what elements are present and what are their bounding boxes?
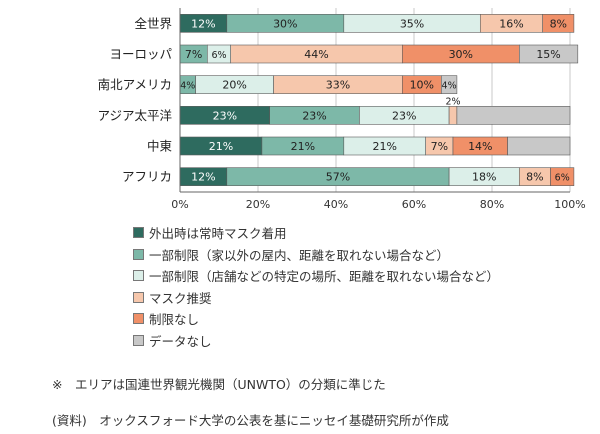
legend-swatch <box>133 291 144 303</box>
category-label: ヨーロッパ <box>109 47 172 62</box>
legend-swatch <box>133 334 144 346</box>
data-label: 6% <box>211 50 226 61</box>
bar-segment <box>507 136 571 156</box>
x-tick-label: 100% <box>554 198 585 211</box>
data-label: 4% <box>442 81 457 92</box>
data-label: 7% <box>431 140 448 153</box>
data-label: 8% <box>550 17 567 30</box>
x-tick-label: 80% <box>480 198 504 211</box>
source-note: (資料) オックスフォード大学の公表を基にニッセイ基礎研究所が作成 <box>52 413 449 428</box>
data-label: 15% <box>536 48 560 61</box>
bar-segment <box>550 167 575 186</box>
legend-swatch <box>133 248 144 260</box>
legend-swatch <box>133 227 144 239</box>
bar-segment <box>448 106 458 125</box>
bar-segment <box>518 44 579 64</box>
data-label: 44% <box>304 48 328 61</box>
category-label: 全世界 <box>134 16 172 31</box>
data-label: 16% <box>499 17 523 30</box>
legend-label: 一部制限（店舗などの特定の場所、距離を取れない場合など） <box>149 269 500 285</box>
legend-swatch <box>133 313 144 325</box>
bar-segment <box>456 106 571 125</box>
category-label: 南北アメリカ <box>98 77 172 92</box>
legend: 外出時は常時マスク着用 一部制限（家以外の屋内、距離を取れない場合など） 一部制… <box>133 222 499 351</box>
legend-item: 一部制限（店舗などの特定の場所、距離を取れない場合など） <box>133 265 499 287</box>
data-label: 8% <box>526 171 543 184</box>
category-label: 中東 <box>147 139 173 154</box>
data-label: 21% <box>209 140 233 153</box>
data-label: 10% <box>410 79 434 92</box>
category-label: アフリカ <box>122 169 172 184</box>
data-label: 23% <box>213 109 237 122</box>
legend-item: 外出時は常時マスク着用 <box>133 222 499 244</box>
data-label: 12% <box>191 171 215 184</box>
bar-segment <box>542 14 575 33</box>
data-label: 35% <box>400 17 424 30</box>
legend-item: 制限なし <box>133 308 499 330</box>
legend-item: マスク推奨 <box>133 287 499 309</box>
data-label: 57% <box>326 171 350 184</box>
data-label: 6% <box>555 173 570 184</box>
data-label: 23% <box>302 109 326 122</box>
legend-item: データなし <box>133 330 499 352</box>
data-label: 30% <box>449 48 473 61</box>
x-tick-label: 40% <box>324 198 348 211</box>
data-label: 7% <box>185 48 202 61</box>
data-label: 12% <box>191 17 215 30</box>
data-label: 2% <box>445 96 460 107</box>
data-label: 20% <box>222 79 246 92</box>
stacked-bar-chart: 0% 20% 40% 60% 80% 100% 全世界 12% 30% 35% 16% 8% ヨーロッパ… <box>97 8 586 211</box>
x-tick-label: 0% <box>171 198 188 211</box>
data-label: 4% <box>180 81 195 92</box>
x-tick-label: 20% <box>246 198 270 211</box>
data-label: 18% <box>472 171 496 184</box>
x-tick-label: 60% <box>402 198 426 211</box>
data-label: 30% <box>273 17 297 30</box>
legend-label: 制限なし <box>149 312 200 328</box>
legend-label: 一部制限（家以外の屋内、距離を取れない場合など） <box>149 247 450 263</box>
legend-swatch <box>133 270 144 282</box>
data-label: 33% <box>326 79 350 92</box>
data-label: 21% <box>373 140 397 153</box>
data-label: 14% <box>468 140 492 153</box>
legend-label: 外出時は常時マスク着用 <box>149 226 287 242</box>
data-label: 23% <box>392 109 416 122</box>
bar-segment <box>440 75 458 94</box>
legend-item: 一部制限（家以外の屋内、距離を取れない場合など） <box>133 244 499 266</box>
legend-label: データなし <box>149 333 212 349</box>
category-label: アジア太平洋 <box>97 108 172 123</box>
area-classification-note: ※ エリアは国連世界観光機関（UNWTO）の分類に準じた <box>52 377 386 392</box>
legend-label: マスク推奨 <box>149 290 212 306</box>
data-label: 21% <box>291 140 315 153</box>
